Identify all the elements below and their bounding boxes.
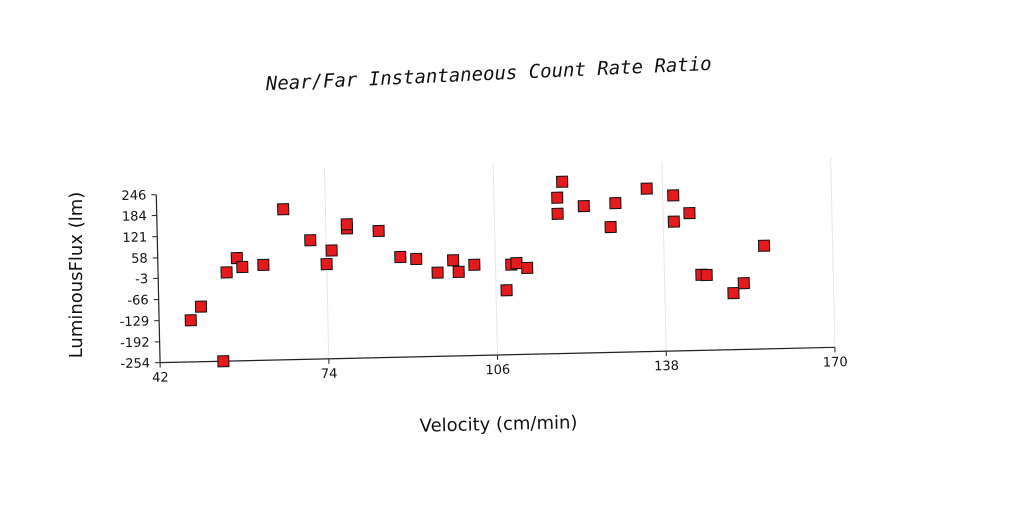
x-axis-ticks: 42 74 106 138 170	[152, 347, 848, 386]
y-tick-label: -66	[127, 293, 149, 308]
data-points	[184, 175, 771, 368]
y-tick-label: -129	[119, 314, 149, 330]
x-tick-label: 170	[823, 355, 848, 371]
data-point	[737, 277, 750, 290]
y-axis-label: LuminousFlux (lm)	[66, 192, 87, 359]
y-axis-ticks: -254 -192 -129 -66 -3 58 121 184 246	[119, 188, 161, 372]
y-tick-label: 121	[122, 230, 147, 246]
data-point	[340, 218, 353, 231]
grid-line-x	[492, 165, 498, 355]
x-tick-label: 138	[654, 359, 679, 375]
data-point	[236, 260, 249, 274]
data-point	[257, 258, 270, 271]
data-point	[372, 224, 385, 238]
y-tick-label: 246	[121, 188, 146, 204]
grid-line-x	[661, 161, 667, 352]
data-point	[468, 258, 481, 271]
y-tick-label: -192	[120, 336, 150, 352]
y-tick-label: 184	[122, 209, 147, 225]
data-point	[325, 244, 338, 257]
data-point	[604, 220, 617, 234]
data-point	[410, 252, 423, 266]
data-point	[667, 215, 680, 228]
data-point	[700, 268, 713, 282]
y-tick-label: 58	[131, 252, 148, 267]
data-point	[609, 196, 622, 210]
data-point	[431, 266, 444, 279]
data-point	[304, 234, 317, 247]
x-tick-label: 106	[485, 363, 510, 379]
data-point	[194, 300, 208, 313]
data-point	[394, 250, 407, 264]
data-point	[220, 266, 233, 279]
data-point	[277, 203, 290, 216]
data-point	[757, 239, 771, 252]
data-point	[447, 254, 460, 267]
data-point	[551, 207, 564, 220]
data-point	[556, 175, 569, 188]
data-point	[452, 265, 465, 278]
data-point	[217, 355, 230, 368]
data-point	[184, 314, 197, 327]
y-tick-label: -254	[120, 356, 150, 372]
plot-area: 42 74 106 138 170 -254 -192 -129 -66 -3 58 121 184 2…	[119, 157, 848, 437]
chart-title: Near/Far Instantaneous Count Rate Ratio	[264, 53, 712, 95]
data-point	[320, 257, 333, 271]
x-tick-label: 74	[321, 367, 338, 382]
data-point	[683, 207, 696, 220]
grid-line-x	[830, 157, 836, 348]
x-axis-label: Velocity (cm/min)	[419, 412, 577, 437]
data-point	[551, 191, 564, 204]
data-point	[577, 200, 590, 213]
data-point	[640, 182, 653, 195]
data-point	[500, 284, 513, 297]
data-point	[667, 189, 680, 202]
data-point	[510, 257, 523, 270]
y-tick-label: -3	[135, 272, 148, 287]
data-point	[727, 287, 740, 300]
x-tick-label: 42	[152, 370, 169, 385]
data-point	[521, 261, 534, 275]
